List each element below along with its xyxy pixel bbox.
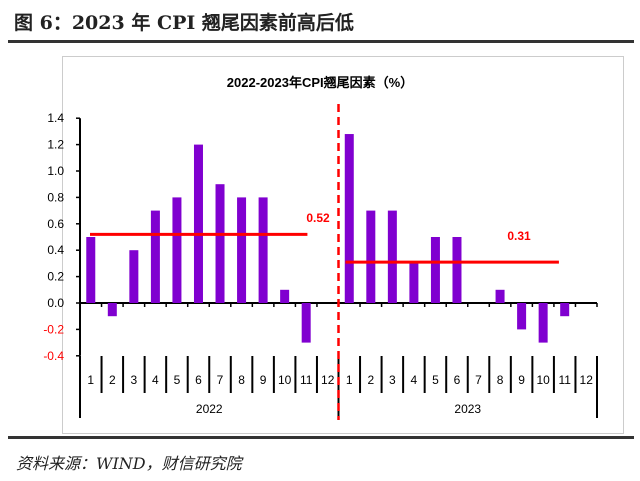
- bar-2022-7: [215, 184, 225, 303]
- category-label: 1: [346, 373, 353, 387]
- top-rule: [8, 40, 634, 43]
- category-label: 9: [260, 373, 267, 387]
- chart-frame: [62, 56, 624, 434]
- category-label: 10: [278, 373, 292, 387]
- category-label: 3: [131, 373, 138, 387]
- category-label: 12: [580, 373, 594, 387]
- category-label: 8: [497, 373, 504, 387]
- category-label: 2: [367, 373, 374, 387]
- bar-2023-4: [409, 263, 419, 303]
- bar-2022-10: [280, 289, 290, 303]
- bar-2022-4: [150, 210, 160, 303]
- y-tick-label: 1.4: [47, 111, 64, 125]
- category-label: 6: [454, 373, 461, 387]
- category-label: 5: [174, 373, 181, 387]
- bar-2023-10: [538, 303, 548, 343]
- source-note: 资料来源：WIND，财信研究院: [16, 454, 242, 473]
- bar-2023-3: [387, 210, 397, 303]
- bar-2022-11: [301, 303, 311, 343]
- bar-2023-5: [430, 237, 440, 303]
- category-label: 4: [152, 373, 159, 387]
- y-tick-label: -0.4: [43, 349, 64, 363]
- group-label: 2022: [196, 402, 223, 416]
- y-tick-label: 0.2: [47, 270, 64, 284]
- chart-title: 2022-2023年CPI翘尾因素（%）: [227, 75, 413, 90]
- figure-title: 图 6：2023 年 CPI 翘尾因素前高后低: [14, 12, 354, 34]
- bar-2023-2: [366, 210, 376, 303]
- y-tick-label: 0.8: [47, 190, 64, 204]
- y-tick-label: 0.0: [47, 296, 64, 310]
- category-label: 9: [518, 373, 525, 387]
- bar-2022-3: [129, 250, 139, 303]
- bar-2023-6: [452, 237, 462, 303]
- category-label: 11: [300, 373, 313, 387]
- category-label: 4: [411, 373, 418, 387]
- category-label: 7: [475, 373, 482, 387]
- bar-2022-1: [86, 237, 96, 303]
- y-tick-label: -0.2: [43, 322, 64, 336]
- category-label: 7: [217, 373, 224, 387]
- category-label: 1: [87, 373, 94, 387]
- bar-2022-5: [172, 197, 182, 303]
- category-label: 3: [389, 373, 396, 387]
- group-label: 2023: [454, 402, 481, 416]
- y-tick-label: 0.6: [47, 217, 64, 231]
- average-label-2023: 0.31: [507, 229, 531, 243]
- y-tick-label: 0.4: [47, 243, 64, 257]
- bar-2022-6: [193, 144, 203, 303]
- bar-2022-8: [237, 197, 247, 303]
- bar-2023-8: [495, 289, 505, 303]
- category-label: 5: [432, 373, 439, 387]
- category-label: 11: [558, 373, 571, 387]
- category-label: 6: [195, 373, 202, 387]
- category-label: 12: [321, 373, 335, 387]
- bar-2022-2: [107, 303, 117, 317]
- y-tick-label: 1.2: [47, 138, 64, 152]
- bar-2023-11: [560, 303, 570, 317]
- bar-2023-9: [517, 303, 527, 330]
- bar-2023-1: [344, 134, 354, 303]
- y-tick-label: 1.0: [47, 164, 64, 178]
- category-label: 8: [238, 373, 245, 387]
- category-label: 2: [109, 373, 116, 387]
- bar-2022-9: [258, 197, 268, 303]
- category-label: 10: [536, 373, 550, 387]
- bottom-rule: [8, 436, 634, 439]
- average-label-2022: 0.52: [306, 211, 330, 225]
